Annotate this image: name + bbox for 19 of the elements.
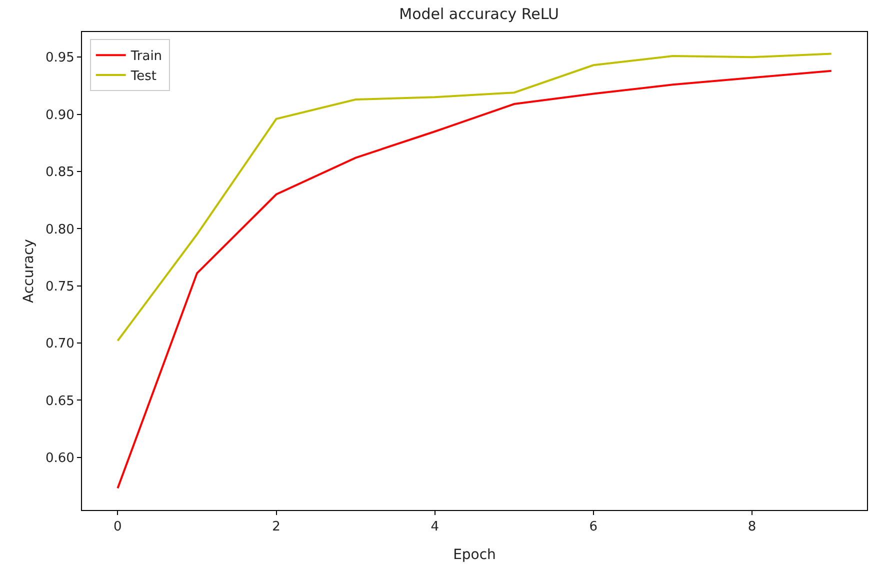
y-tick-label: 0.70 xyxy=(45,336,74,352)
chart-title: Model accuracy ReLU xyxy=(399,5,559,24)
x-tick-label: 0 xyxy=(114,520,122,535)
y-tick-label: 0.85 xyxy=(45,165,74,180)
legend-label: Train xyxy=(130,49,162,64)
y-tick-label: 0.75 xyxy=(45,279,74,294)
y-tick-label: 0.90 xyxy=(45,108,74,123)
y-tick-label: 0.60 xyxy=(45,450,74,466)
line-series xyxy=(116,70,832,490)
y-tick-label: 0.65 xyxy=(45,394,74,409)
x-axis-title: Epoch xyxy=(453,546,496,563)
x-tick-label: 6 xyxy=(589,520,598,535)
y-tick-label: 0.80 xyxy=(45,222,74,238)
x-tick-label: 2 xyxy=(272,520,280,535)
y-axis-title: Accuracy xyxy=(21,239,38,303)
y-tick-label: 0.95 xyxy=(45,50,74,66)
x-tick-label: 4 xyxy=(430,520,439,535)
x-tick-label: 8 xyxy=(748,520,756,535)
legend-label: Test xyxy=(130,69,156,84)
